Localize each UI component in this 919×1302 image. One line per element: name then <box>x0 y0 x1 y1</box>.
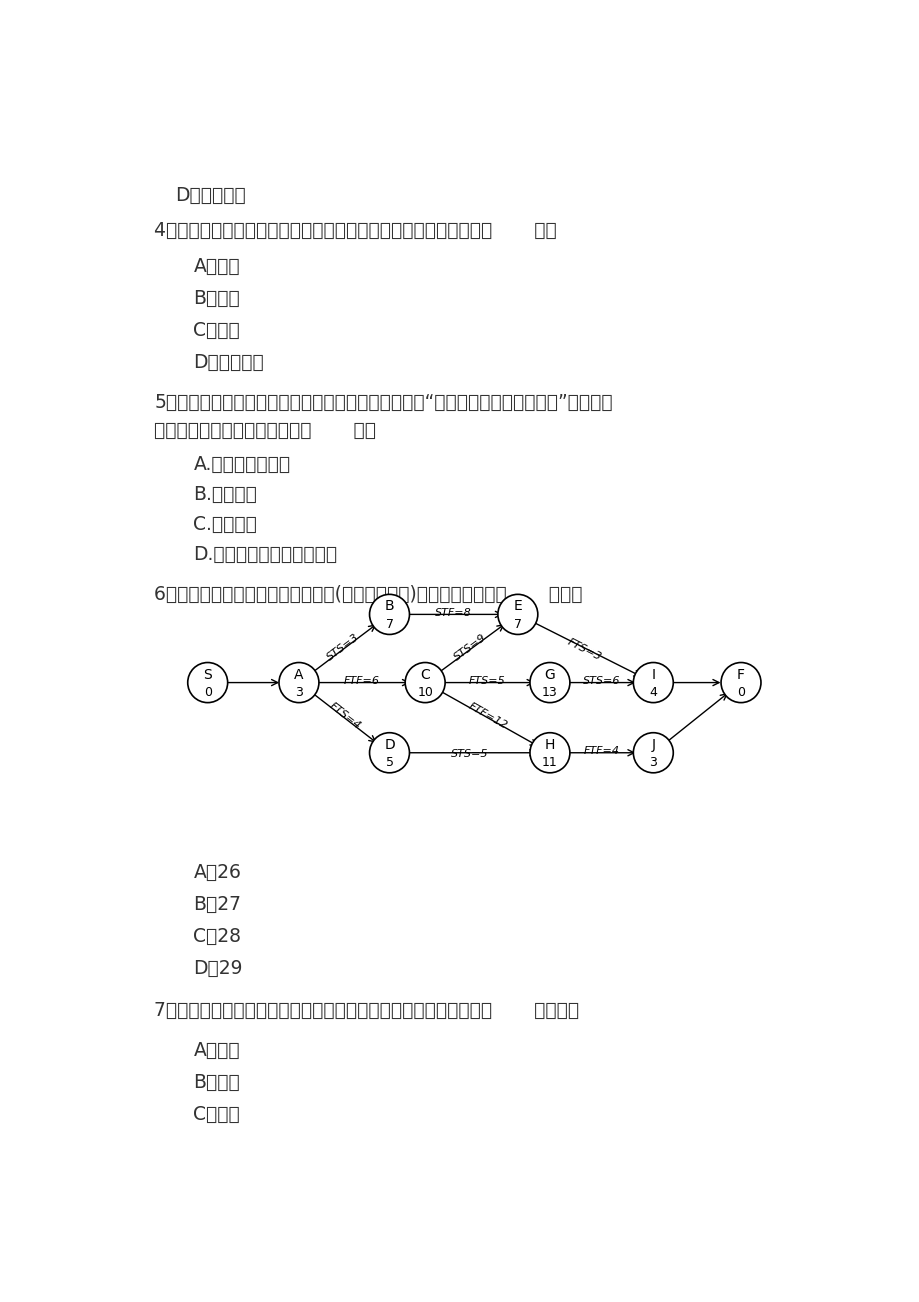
Text: 3: 3 <box>649 756 656 769</box>
Text: STS=9: STS=9 <box>452 631 488 663</box>
Text: FTF=6: FTF=6 <box>344 676 380 686</box>
Text: STS=5: STS=5 <box>450 750 488 759</box>
Text: B．27: B．27 <box>193 894 241 914</box>
Ellipse shape <box>529 733 569 773</box>
Text: 7、工作流程图是以图示形式反映一个组织系统中各项工作之间的（       ）联系。: 7、工作流程图是以图示形式反映一个组织系统中各项工作之间的（ ）联系。 <box>154 1001 579 1021</box>
Text: FTS=4: FTS=4 <box>327 700 362 732</box>
Text: 0: 0 <box>736 686 744 699</box>
Text: F: F <box>736 668 744 681</box>
Text: D: D <box>384 738 394 751</box>
Text: S: S <box>203 668 212 681</box>
Text: D．减振降噪: D．减振降噪 <box>193 353 264 372</box>
Text: J: J <box>651 738 654 751</box>
Text: 3: 3 <box>295 686 302 699</box>
Text: 则引起这起事故的主要原因是（       ）。: 则引起这起事故的主要原因是（ ）。 <box>154 421 376 440</box>
Text: FTS=3: FTS=3 <box>565 637 603 663</box>
Ellipse shape <box>529 663 569 703</box>
Text: 7: 7 <box>385 618 393 631</box>
Text: FTS=5: FTS=5 <box>469 676 505 686</box>
Text: C.管理原因: C.管理原因 <box>193 516 257 534</box>
Text: I: I <box>651 668 654 681</box>
Ellipse shape <box>369 733 409 773</box>
Ellipse shape <box>369 594 409 634</box>
Text: FTF=4: FTF=4 <box>583 746 619 756</box>
Ellipse shape <box>720 663 760 703</box>
Text: C．消声: C．消声 <box>193 320 240 340</box>
Ellipse shape <box>187 663 227 703</box>
Text: A．26: A．26 <box>193 863 241 881</box>
Text: D．29: D．29 <box>193 960 243 978</box>
Text: 4、噪声的传播途径控制手段中，通过降低机械振动减小噪声属于（       ）。: 4、噪声的传播途径控制手段中，通过降低机械振动减小噪声属于（ ）。 <box>154 221 556 241</box>
Text: B．经济: B．经济 <box>193 1073 240 1091</box>
Text: 13: 13 <box>541 686 557 699</box>
Ellipse shape <box>497 594 538 634</box>
Text: B: B <box>384 599 394 613</box>
Text: STF=8: STF=8 <box>435 608 471 617</box>
Text: A．合同: A．合同 <box>193 1040 240 1060</box>
Text: D.人为事故和自然灾害原因: D.人为事故和自然灾害原因 <box>193 546 337 564</box>
Text: FTF=12: FTF=12 <box>467 702 509 732</box>
Text: A．吸声: A．吸声 <box>193 256 240 276</box>
Text: 4: 4 <box>649 686 656 699</box>
Text: A: A <box>294 668 303 681</box>
Text: 5: 5 <box>385 756 393 769</box>
Text: G: G <box>544 668 555 681</box>
Text: C．逻辑: C．逻辑 <box>193 1104 240 1124</box>
Text: 10: 10 <box>416 686 433 699</box>
Text: C．28: C．28 <box>193 927 241 947</box>
Text: B．隔声: B．隔声 <box>193 289 240 307</box>
Text: B.技术原因: B.技术原因 <box>193 486 257 504</box>
Text: 0: 0 <box>203 686 211 699</box>
Text: STS=3: STS=3 <box>325 631 361 663</box>
Text: STS=6: STS=6 <box>583 676 619 686</box>
Text: 11: 11 <box>541 756 557 769</box>
Text: D、内部审核: D、内部审核 <box>176 186 246 206</box>
Text: 6、下图所示的单代号搐接网络计划(时间单位：天)，其计算工期是（       ）天。: 6、下图所示的单代号搐接网络计划(时间单位：天)，其计算工期是（ ）天。 <box>154 586 582 604</box>
Text: E: E <box>513 599 522 613</box>
Ellipse shape <box>632 733 673 773</box>
Text: 7: 7 <box>514 618 521 631</box>
Ellipse shape <box>278 663 319 703</box>
Ellipse shape <box>404 663 445 703</box>
Text: 5、某建设工程发生一起质量事故，经调查分析是由于“边勘察、边设计、边施工”导致的，: 5、某建设工程发生一起质量事故，经调查分析是由于“边勘察、边设计、边施工”导致的… <box>154 393 612 411</box>
Text: H: H <box>544 738 554 751</box>
Text: A.社会、经济原因: A.社会、经济原因 <box>193 454 290 474</box>
Text: C: C <box>420 668 429 681</box>
Ellipse shape <box>632 663 673 703</box>
